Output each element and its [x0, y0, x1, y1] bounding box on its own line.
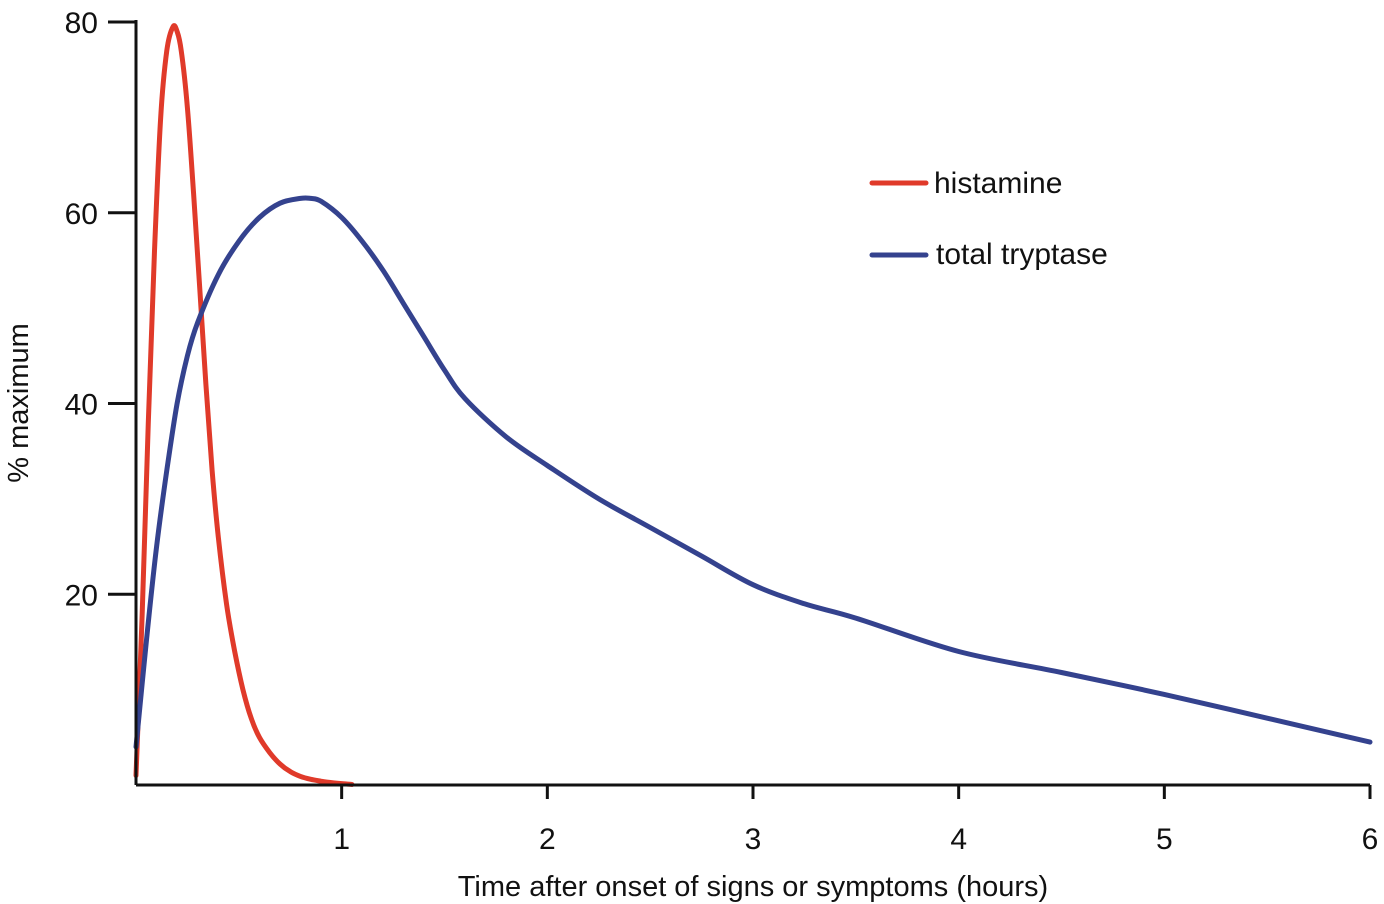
x-tick-label-3: 3 [745, 823, 762, 856]
y-tick-label-40: 40 [65, 389, 98, 422]
x-tick-label-1: 1 [333, 823, 350, 856]
series-line-histamine [133, 23, 355, 787]
series-line-total-tryptase [133, 195, 1373, 750]
ticks-layer: 1 2 3 4 5 6 20 40 60 80 [65, 7, 1379, 856]
x-axis-label: Time after onset of signs or symptoms (h… [458, 871, 1048, 903]
y-tick-label-80: 80 [65, 7, 98, 40]
legend: histamine total tryptase [869, 167, 1108, 271]
x-tick-label-4: 4 [950, 823, 967, 856]
x-tick-label-5: 5 [1156, 823, 1173, 856]
y-tick-label-60: 60 [65, 198, 98, 231]
legend-label-total-tryptase: total tryptase [936, 238, 1108, 271]
y-axis-label: % maximum [3, 323, 35, 483]
x-tick-label-2: 2 [539, 823, 556, 856]
x-tick-label-6: 6 [1362, 823, 1379, 856]
axes-layer [134, 20, 1370, 787]
y-tick-label-20: 20 [65, 579, 98, 612]
legend-label-histamine: histamine [934, 167, 1062, 200]
series-layer [133, 23, 1373, 787]
